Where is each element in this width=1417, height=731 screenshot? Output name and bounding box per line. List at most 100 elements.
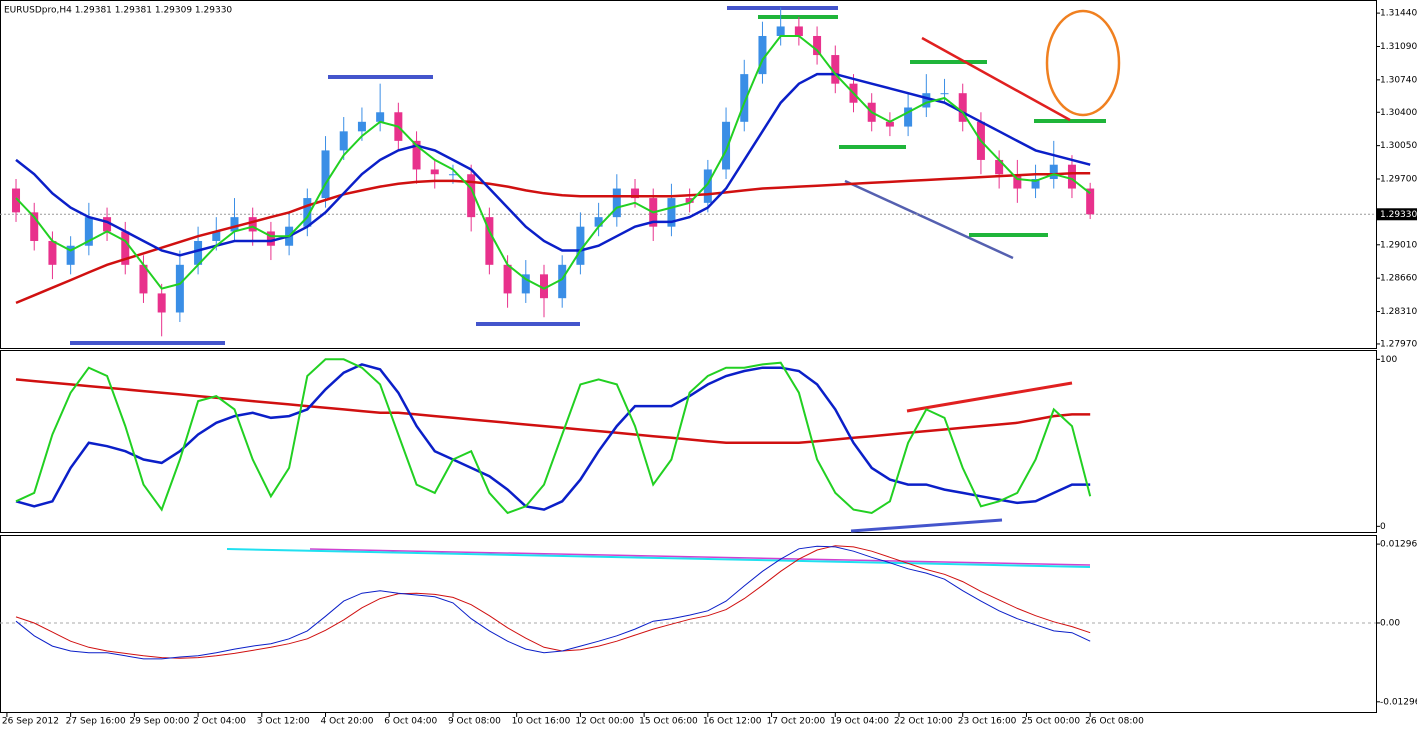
candle-body — [339, 131, 348, 151]
panel-frames — [0, 0, 1377, 713]
candle-body — [430, 169, 439, 175]
candle-body — [212, 231, 221, 241]
annotations — [70, 6, 1121, 568]
indicator-line — [15, 172, 1091, 305]
candle-body — [448, 174, 457, 176]
candle-body — [103, 217, 112, 232]
indicator-line — [15, 545, 1091, 659]
y-tick-label: 1.28310 — [1380, 307, 1417, 317]
candle-body — [958, 93, 967, 122]
y-tick-label: 100 — [1380, 355, 1397, 365]
candle-body — [685, 198, 694, 203]
indicator-line — [15, 378, 1091, 445]
candle-body — [230, 217, 239, 232]
candle-body — [30, 212, 39, 241]
y-tick-label: 1.29010 — [1380, 240, 1417, 250]
candle-body — [722, 121, 731, 170]
candle-body — [703, 169, 712, 203]
chart-title: EURUSDpro,H4 1.29381 1.29381 1.29309 1.2… — [4, 6, 232, 16]
candle-body — [321, 150, 330, 199]
indicator-line — [15, 35, 1091, 290]
candle-body — [740, 74, 749, 122]
candle-body — [612, 188, 621, 218]
x-tick-label: 26 Oct 08:00 — [1085, 717, 1144, 727]
y-tick-label: 1.31090 — [1380, 42, 1417, 52]
indicator-line — [15, 363, 1091, 511]
highlight-circle — [1045, 9, 1121, 117]
y-tick-label: 1.27970 — [1380, 339, 1417, 349]
candle-body — [776, 26, 785, 36]
price-frame — [0, 0, 1377, 349]
indicator-line — [15, 358, 1092, 515]
y-tick-label: 1.30740 — [1380, 75, 1417, 85]
macd-frame — [0, 535, 1377, 713]
candle-body — [467, 174, 476, 218]
candle-body — [995, 159, 1004, 175]
indicator-line — [226, 548, 1091, 568]
candle-body — [139, 264, 148, 294]
candle-body — [558, 264, 567, 299]
trendline — [844, 179, 1014, 260]
y-tick-label: 1.29700 — [1380, 175, 1417, 185]
y-tick-label: 1.28660 — [1380, 274, 1417, 284]
x-tick-label: 10 Oct 16:00 — [512, 717, 571, 727]
candle-body — [84, 217, 93, 246]
candle-body — [357, 121, 366, 132]
x-tick-label: 26 Sep 2012 — [2, 717, 59, 727]
candle-body — [412, 140, 421, 170]
candle-body — [940, 93, 949, 95]
candle-body — [667, 198, 676, 227]
candle-body — [66, 245, 75, 265]
indicator-line — [309, 548, 1091, 566]
candle-body — [376, 112, 385, 122]
y-tick-label: 1.30400 — [1380, 108, 1417, 118]
y-tick-label: 0.012967 — [1380, 540, 1417, 550]
x-tick-label: 27 Sep 16:00 — [66, 717, 126, 727]
x-tick-label: 29 Sep 00:00 — [129, 717, 189, 727]
divergence-line — [906, 381, 1073, 413]
candle-body — [1049, 164, 1058, 180]
x-tick-label: 25 Oct 00:00 — [1021, 717, 1080, 727]
x-tick-label: 15 Oct 06:00 — [639, 717, 698, 727]
candle-body — [885, 121, 894, 127]
price-tag-label: 1.29330 — [1380, 210, 1417, 220]
candle-body — [48, 240, 57, 265]
candle-body — [121, 231, 130, 265]
stoch-frame — [0, 350, 1377, 533]
x-tick-label: 3 Oct 12:00 — [257, 717, 310, 727]
x-tick-label: 9 Oct 08:00 — [448, 717, 501, 727]
y-tick-label: 1.31440 — [1380, 9, 1417, 19]
candle-body — [904, 107, 913, 127]
x-tick-label: 19 Oct 04:00 — [830, 717, 889, 727]
x-tick-label: 12 Oct 00:00 — [575, 717, 634, 727]
x-tick-label: 22 Oct 10:00 — [894, 717, 953, 727]
candle-body — [1086, 188, 1095, 215]
candle-body — [194, 240, 203, 265]
y-tick-label: -0.01296 — [1380, 697, 1417, 707]
candle-body — [631, 188, 640, 199]
x-tick-label: 16 Oct 12:00 — [703, 717, 762, 727]
candle-body — [503, 264, 512, 294]
candle-body — [794, 26, 803, 36]
candle-body — [539, 274, 548, 299]
candle-body — [576, 226, 585, 265]
candle-body — [922, 93, 931, 108]
candle-body — [521, 274, 530, 294]
candle-body — [813, 35, 822, 56]
indicator-line — [15, 545, 1091, 660]
candle-body — [758, 35, 767, 75]
candle-body — [12, 188, 21, 213]
candle-body — [175, 264, 184, 313]
candle-body — [248, 217, 257, 232]
indicator-line — [15, 72, 1091, 257]
price-tag — [1376, 208, 1417, 221]
candle-body — [1031, 179, 1040, 189]
candle-body — [266, 231, 275, 246]
divergence-line — [850, 518, 1003, 533]
candle-body — [594, 217, 603, 227]
x-tick-label: 4 Oct 20:00 — [321, 717, 374, 727]
candle-body — [303, 198, 312, 227]
candle-body — [157, 293, 166, 313]
